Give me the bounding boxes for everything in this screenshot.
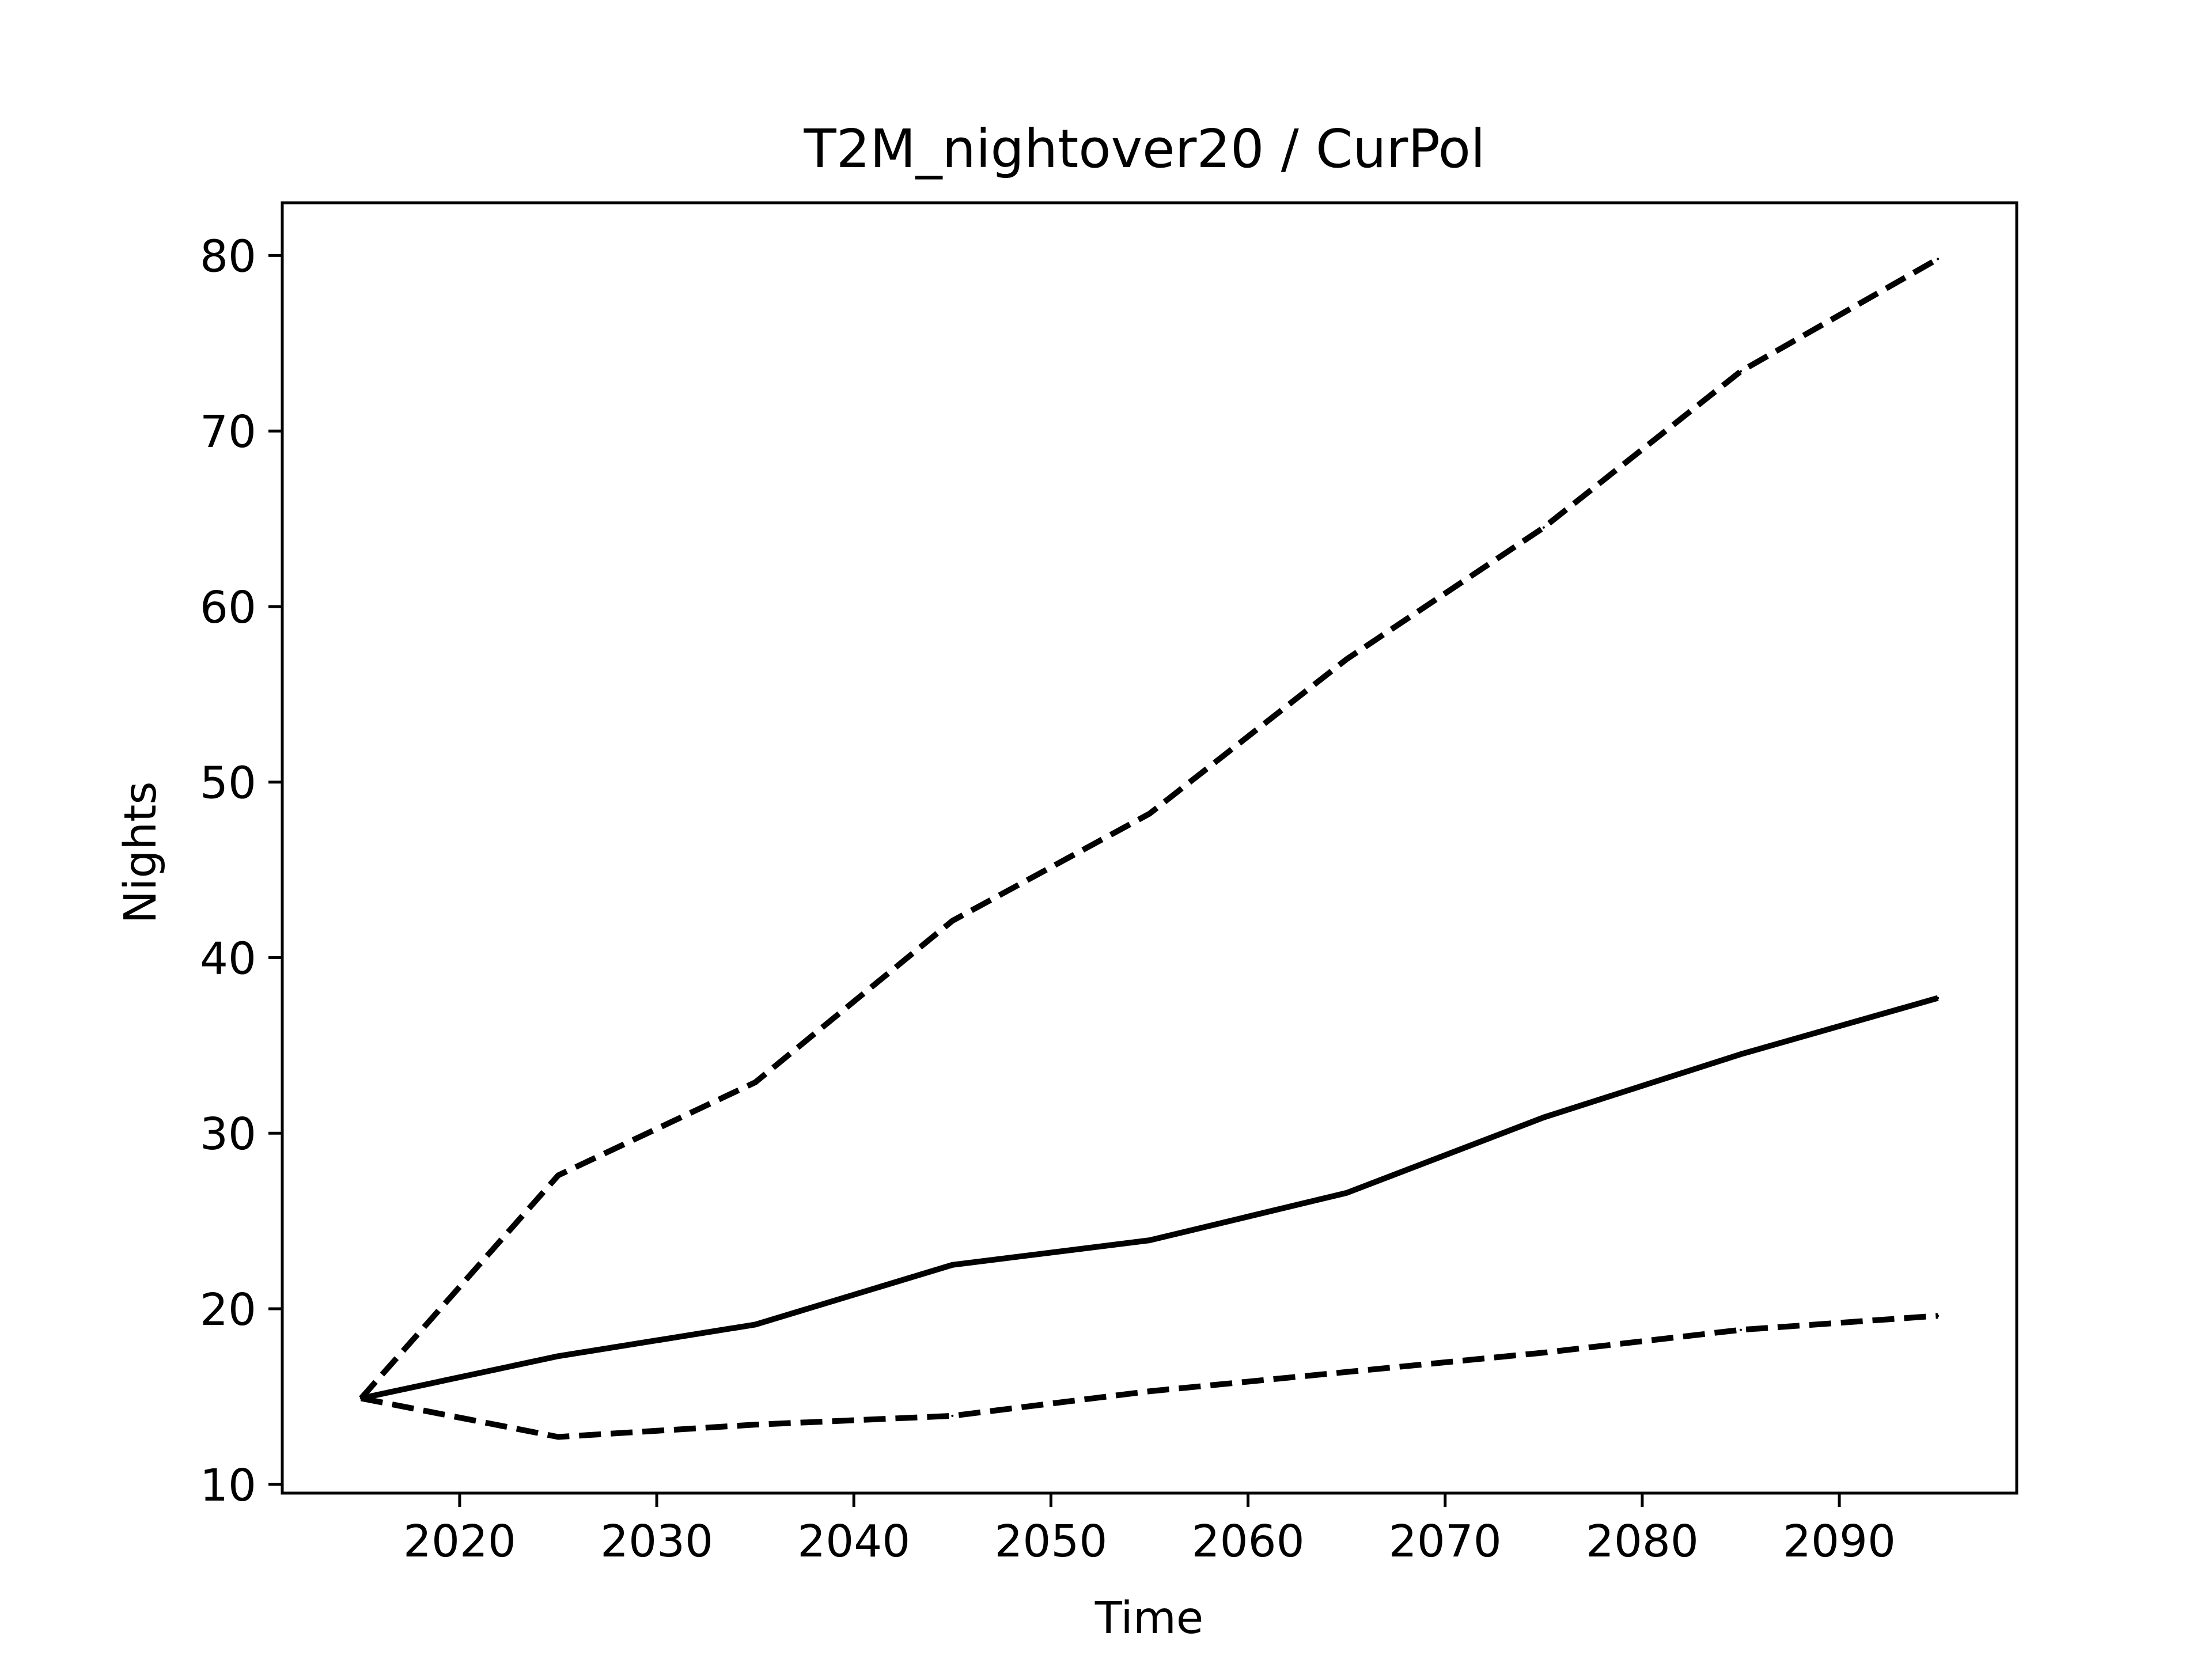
y-tick-label: 10	[200, 1460, 256, 1512]
y-tick-label: 80	[200, 231, 256, 282]
data-point	[1148, 1390, 1151, 1393]
x-axis: 2020 2030 2040 2050 2060 2070 2080 2090	[403, 1493, 1896, 1567]
data-point	[1739, 1328, 1742, 1331]
data-point	[1345, 658, 1348, 661]
plot-frame	[281, 201, 2018, 1495]
x-axis-label: Time	[1094, 1593, 1203, 1644]
data-point	[1148, 812, 1151, 815]
data-point	[1345, 1370, 1348, 1373]
data-point	[1148, 1239, 1151, 1242]
data-point	[1937, 1315, 1940, 1317]
y-axis: 10 20 30 40 50 60 70 80	[200, 231, 282, 1512]
y-tick-label: 60	[200, 582, 256, 634]
data-point	[951, 1414, 954, 1417]
data-point	[754, 1423, 757, 1426]
data-point	[557, 1355, 560, 1358]
x-tick-label: 2060	[1192, 1516, 1305, 1567]
data-point	[1937, 257, 1940, 260]
y-tick-label: 30	[200, 1109, 256, 1160]
y-axis-label: Nights	[115, 782, 166, 924]
series-median-line	[360, 995, 1939, 1402]
data-point	[1542, 526, 1545, 529]
data-point	[359, 1397, 362, 1400]
series-upper-line	[359, 256, 1940, 1400]
data-point	[1937, 997, 1940, 999]
data-point	[754, 1323, 757, 1326]
data-point	[1739, 1053, 1742, 1056]
x-tick-label: 2070	[1389, 1516, 1502, 1567]
data-point	[1739, 370, 1742, 373]
chart-title: T2M_nightover20 / CurPol	[804, 118, 1486, 180]
x-tick-label: 2040	[797, 1516, 910, 1567]
y-tick-label: 50	[200, 758, 256, 809]
y-tick-label: 70	[200, 407, 256, 458]
x-tick-label: 2080	[1586, 1516, 1699, 1567]
data-point	[754, 1081, 757, 1084]
x-tick-label: 2050	[994, 1516, 1107, 1567]
series-lower-line	[360, 1313, 1938, 1440]
data-point	[1345, 1191, 1348, 1194]
data-point	[1542, 1351, 1545, 1354]
data-point	[557, 1174, 560, 1177]
y-tick-label: 40	[200, 933, 256, 984]
data-point	[557, 1435, 560, 1438]
data-point	[1542, 1116, 1545, 1119]
series-layer	[359, 256, 1940, 1440]
data-point	[951, 919, 954, 922]
x-tick-label: 2030	[600, 1516, 713, 1567]
x-tick-label: 2020	[403, 1516, 516, 1567]
data-point	[951, 1263, 954, 1266]
x-tick-label: 2090	[1783, 1516, 1896, 1567]
y-tick-label: 20	[200, 1285, 256, 1336]
